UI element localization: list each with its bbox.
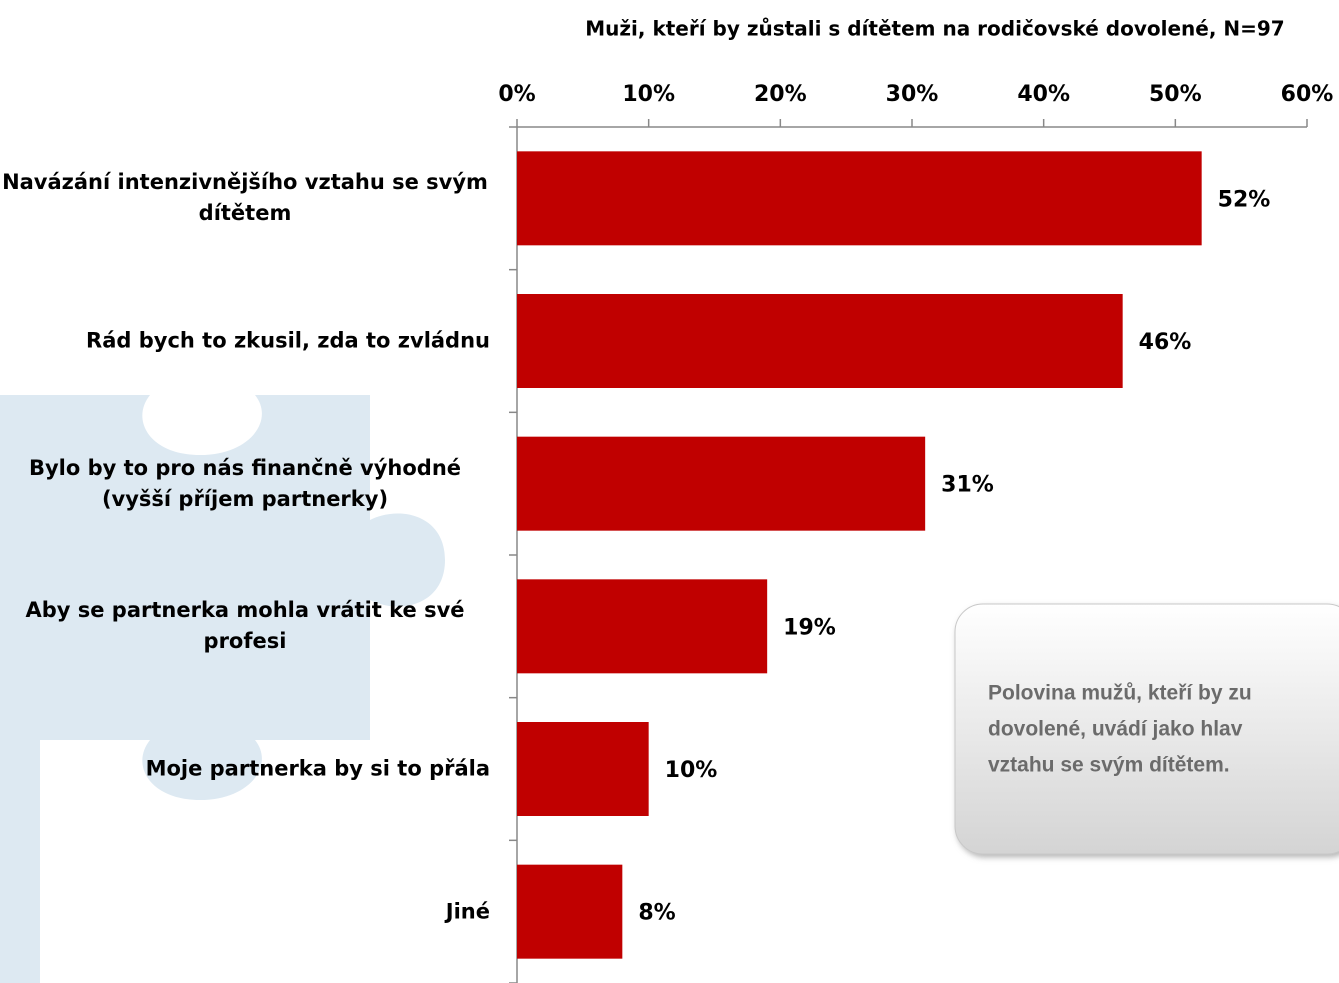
annotation-text: vztahu se svým dítětem. — [988, 754, 1230, 777]
value-label: 46% — [1139, 330, 1192, 355]
annotation-text: dovolené, uvádí jako hlav — [988, 718, 1243, 741]
x-tick-label: 20% — [754, 82, 807, 107]
x-tick-label: 0% — [498, 82, 535, 107]
category-label: Jiné — [445, 899, 490, 924]
category-label: Navázání intenzivnějšího vztahu se svým … — [2, 170, 488, 226]
category-label: Bylo by to pro nás finančně výhodné (vyš… — [28, 455, 462, 511]
value-label: 52% — [1218, 187, 1271, 212]
x-tick-label: 40% — [1017, 82, 1070, 107]
value-label: 10% — [665, 758, 718, 783]
bar — [517, 436, 926, 531]
bar — [517, 294, 1123, 388]
bar — [517, 722, 649, 816]
x-tick-label: 50% — [1149, 82, 1202, 107]
x-tick-label: 30% — [886, 82, 939, 107]
bar — [517, 151, 1202, 246]
value-label: 8% — [638, 901, 675, 926]
bar — [517, 579, 768, 674]
category-label: Moje partnerka by si to přála — [145, 756, 490, 781]
bar — [517, 864, 623, 959]
background-puzzle — [0, 395, 445, 983]
x-tick-label: 60% — [1281, 82, 1334, 107]
annotation-text: Polovina mužů, kteří by zu — [988, 682, 1252, 705]
chart-title: Muži, kteří by zůstali s dítětem na rodi… — [585, 17, 1284, 41]
x-tick-label: 10% — [622, 82, 675, 107]
annotation-box — [954, 603, 1339, 855]
value-label: 19% — [783, 615, 836, 640]
category-label: Rád bych to zkusil, zda to zvládnu — [86, 328, 490, 353]
category-label: Aby se partnerka mohla vrátit ke své pro… — [25, 598, 465, 654]
value-label: 31% — [941, 473, 994, 498]
